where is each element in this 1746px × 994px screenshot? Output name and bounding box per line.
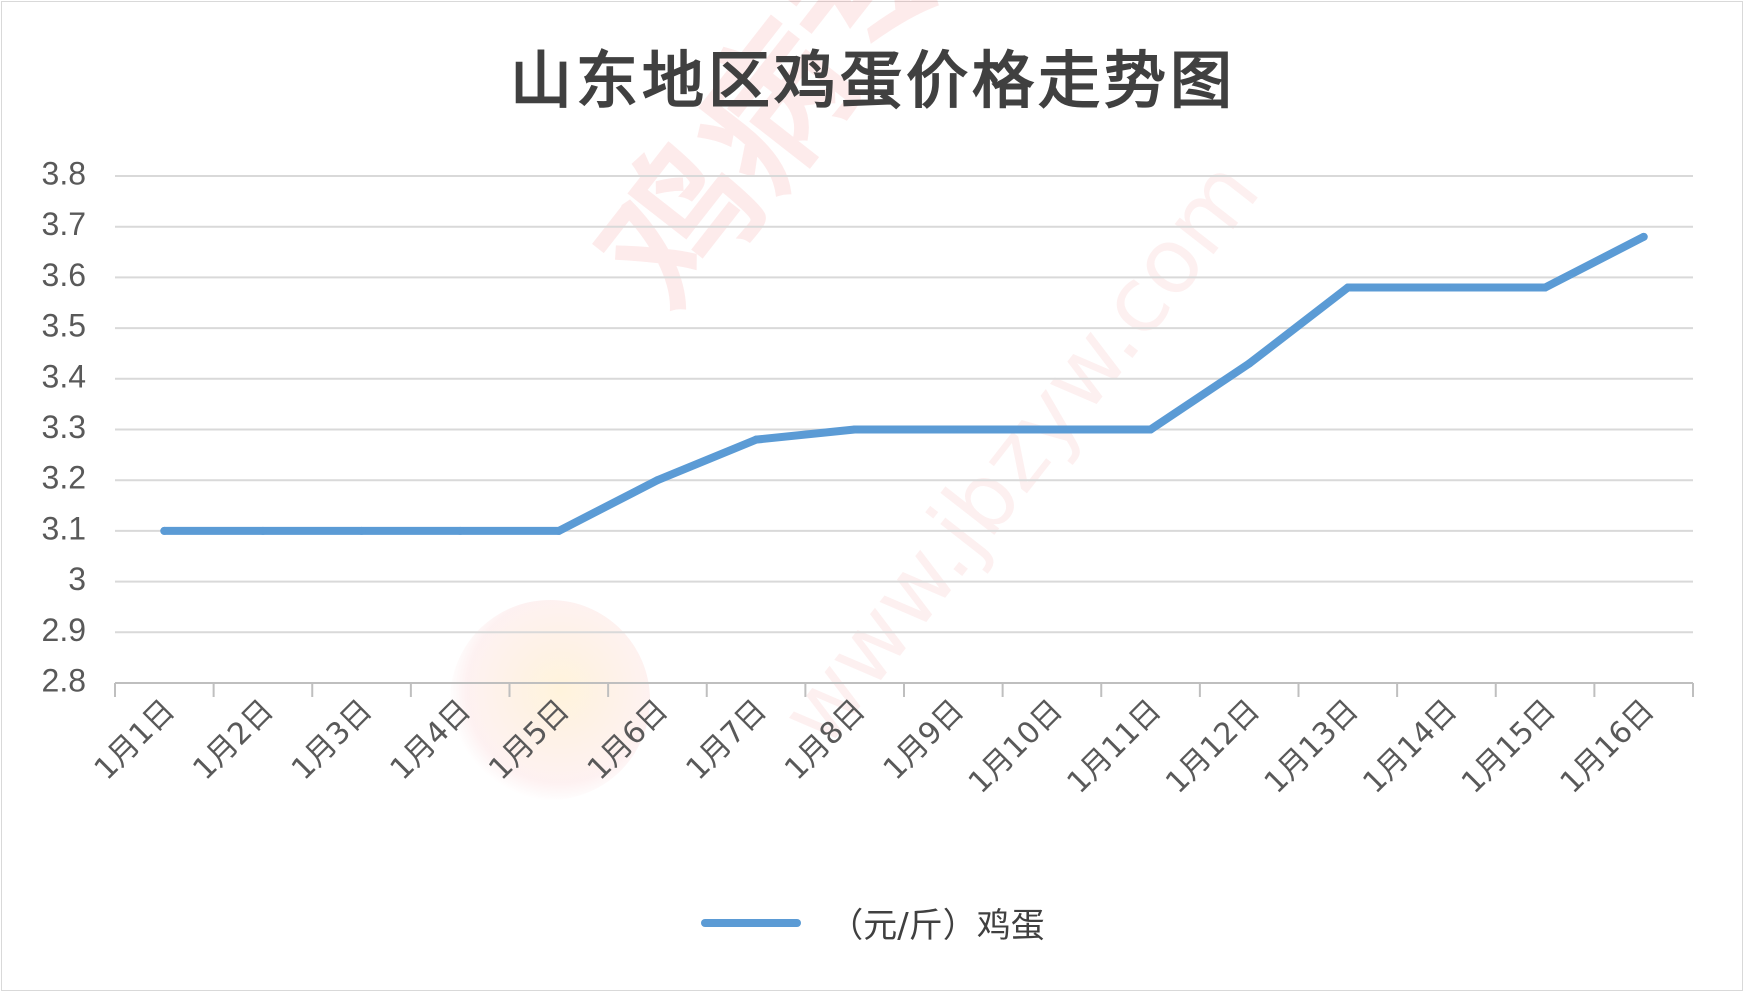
data-point [1639, 232, 1648, 241]
y-tick-label: 3.4 [42, 358, 86, 394]
data-point [1047, 425, 1056, 434]
x-tick-label: 1月13日 [1258, 693, 1366, 801]
y-axis-tick-labels: 2.8 2.9 3 3.1 3.2 3.3 3.4 3.5 3.6 3.7 3.8 [42, 155, 86, 698]
data-point [850, 425, 859, 434]
gridlines [115, 175, 1693, 634]
x-tick-label: 1月16日 [1554, 693, 1662, 801]
series-line [160, 232, 1648, 535]
data-point [1541, 283, 1550, 292]
y-tick-label: 2.9 [42, 612, 86, 648]
x-tick-label: 1月11日 [1061, 693, 1169, 801]
data-point [949, 425, 958, 434]
legend-swatch [701, 918, 802, 927]
data-point [752, 435, 761, 444]
series-lines [160, 232, 1648, 535]
x-tick-label: 1月14日 [1356, 693, 1464, 801]
x-tick-label: 1月4日 [384, 693, 478, 787]
legend-label: （元/斤）鸡蛋 [829, 906, 1045, 946]
y-tick-label: 2.8 [42, 662, 86, 698]
y-tick-label: 3.2 [42, 460, 86, 496]
y-tick-label: 3.7 [42, 206, 86, 242]
x-axis [114, 682, 1694, 697]
x-tick-label: 1月10日 [962, 693, 1070, 801]
data-point [160, 526, 169, 535]
data-point [1343, 283, 1352, 292]
y-tick-label: 3.5 [42, 308, 86, 344]
data-point [357, 526, 366, 535]
x-tick-label: 1月3日 [285, 693, 379, 787]
x-tick-label: 1月15日 [1455, 693, 1563, 801]
x-tick-label: 1月6日 [581, 693, 675, 787]
legend: （元/斤）鸡蛋 [0, 898, 1746, 947]
x-tick-label: 1月1日 [88, 693, 182, 787]
x-tick-label: 1月2日 [186, 693, 280, 787]
x-axis-tick-labels: 1月1日 1月2日 1月3日 1月4日 1月5日 1月6日 1月7日 1月8日 1月9日1月10… [88, 693, 1662, 801]
chart-title: 山东地区鸡蛋价格走势图 [509, 44, 1236, 117]
data-point [1442, 283, 1451, 292]
y-tick-label: 3.8 [42, 155, 86, 191]
data-point [1146, 425, 1155, 434]
data-point [258, 526, 267, 535]
y-tick-label: 3.3 [42, 409, 86, 445]
y-tick-label: 3.6 [42, 257, 86, 293]
x-tick-label: 1月9日 [877, 693, 971, 787]
data-point [1245, 359, 1254, 368]
y-tick-label: 3 [68, 561, 86, 597]
x-tick-label: 1月12日 [1159, 693, 1267, 801]
data-point [456, 526, 465, 535]
data-point [653, 476, 662, 485]
y-tick-label: 3.1 [42, 510, 86, 546]
x-tick-label: 1月7日 [680, 693, 774, 787]
x-tick-label: 1月8日 [778, 693, 872, 787]
data-point [554, 526, 563, 535]
x-tick-label: 1月5日 [482, 693, 576, 787]
